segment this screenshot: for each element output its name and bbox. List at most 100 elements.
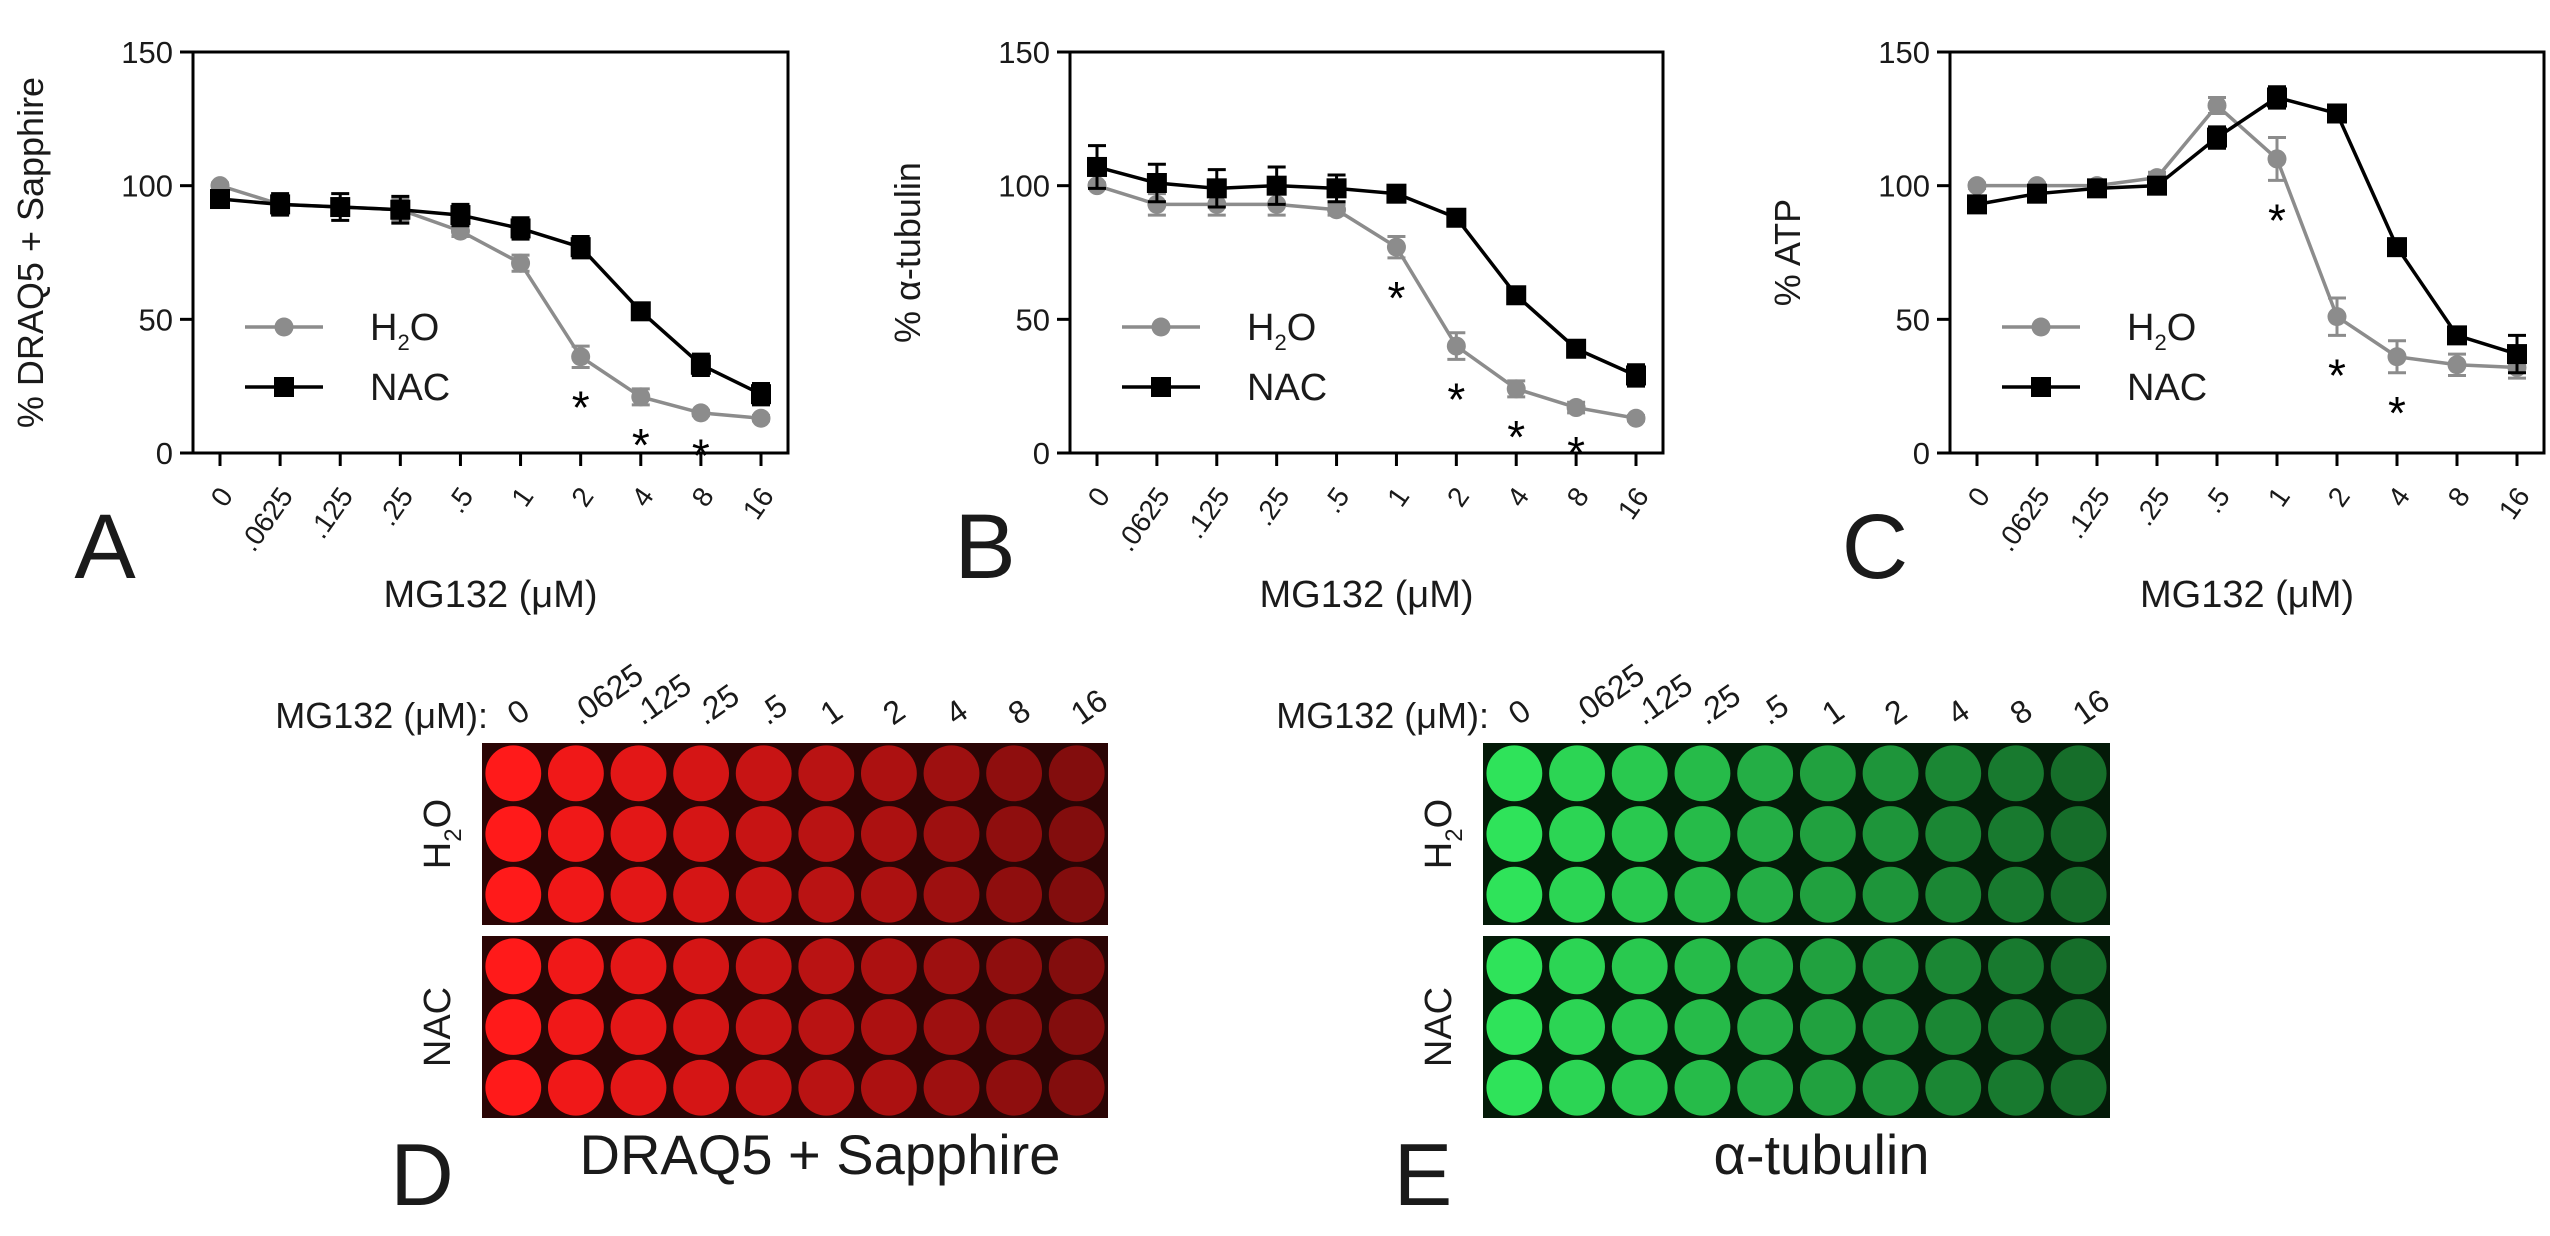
plate-well [1486, 999, 1543, 1055]
data-point [1266, 175, 1287, 196]
x-tick-label: 1 [2262, 482, 2296, 513]
legend: H2O NAC [2002, 307, 2207, 409]
plate-row-label: H2O [1418, 799, 1468, 869]
data-point [1386, 237, 1406, 257]
plate-col-label: 2 [1878, 692, 1913, 732]
plate-well [798, 745, 855, 802]
x-tick-label: .125 [1179, 482, 1236, 544]
significance-marker: * [2268, 194, 2286, 246]
plate-well [1925, 938, 1982, 995]
data-point [1386, 183, 1407, 204]
data-point [2387, 237, 2407, 258]
data-point [691, 403, 711, 423]
x-tick-label: 8 [1561, 482, 1595, 513]
data-point [631, 387, 651, 407]
significance-marker: * [1507, 411, 1525, 463]
data-point [690, 354, 711, 375]
plate-col-label: .5 [1753, 687, 1796, 732]
plate-well [1048, 1059, 1105, 1116]
x-tick-label: 0 [205, 482, 239, 513]
data-point [1146, 172, 1167, 193]
plot-frame [1948, 50, 2546, 455]
plate-well [1674, 866, 1731, 923]
panel-letter: B [954, 496, 1015, 598]
plate-well [485, 1059, 542, 1116]
y-tick-label: 150 [121, 35, 173, 70]
plate-well [610, 806, 667, 862]
data-point [751, 408, 771, 428]
plate-well [2050, 1059, 2107, 1116]
y-tick-label: 150 [998, 35, 1050, 70]
plate-well [673, 1059, 730, 1116]
plate-well [485, 999, 542, 1055]
plate-well [798, 1059, 855, 1116]
data-point [1626, 365, 1646, 386]
plate-well [986, 999, 1043, 1055]
y-tick-label: 50 [1016, 302, 1050, 337]
plate-col-label: 2 [876, 692, 911, 732]
data-point [510, 218, 531, 239]
x-tick-label: 2 [1441, 482, 1475, 513]
plate-well [485, 938, 542, 995]
plate-well [485, 745, 542, 802]
data-point [1566, 398, 1586, 418]
significance-marker: * [632, 419, 650, 471]
data-point [1446, 336, 1466, 356]
significance-marker: * [2328, 349, 2346, 401]
data-point [1967, 176, 1987, 196]
plate-well [673, 745, 730, 802]
plate-well [2050, 745, 2107, 802]
plate-well [1611, 806, 1668, 862]
plate-well [735, 866, 792, 923]
x-tick-label: 8 [685, 482, 719, 513]
data-point [2447, 355, 2467, 375]
plate-well [860, 938, 917, 995]
plate-well [735, 1059, 792, 1116]
plate-well [610, 999, 667, 1055]
plate-well [1611, 999, 1668, 1055]
data-point [2027, 183, 2047, 204]
plate-well [1549, 745, 1605, 802]
data-point [2267, 149, 2287, 169]
plate-well [1674, 938, 1731, 995]
plate-well [1549, 938, 1605, 995]
plate-well [1799, 866, 1856, 923]
x-tick-label: .25 [1248, 482, 1296, 532]
plate-col-label: .5 [751, 687, 794, 732]
data-point [570, 237, 591, 258]
x-tick-label: .0625 [1110, 482, 1176, 557]
plate-block-nac: NAC [1418, 936, 2110, 1118]
data-point [210, 189, 230, 210]
x-tick-label: .5 [441, 482, 480, 519]
data-point [330, 197, 351, 218]
legend-label: H2O [1247, 307, 1316, 355]
plate-well [1925, 1059, 1982, 1116]
data-point [390, 199, 411, 220]
plate-well [986, 745, 1043, 802]
series-line [1977, 102, 2518, 370]
y-axis-label: % α-tubulin [887, 162, 928, 343]
plate-col-label: 1 [1815, 692, 1850, 732]
plate-well [1549, 866, 1605, 923]
plate-well [1048, 745, 1105, 802]
panel-letter: D [390, 1125, 454, 1224]
data-point [571, 347, 591, 367]
plate-well [798, 999, 855, 1055]
plate-well [1737, 866, 1794, 923]
plate-col-label: 8 [2003, 692, 2038, 732]
significance-marker: * [572, 381, 590, 433]
plate-well [923, 866, 980, 923]
legend-marker [2031, 377, 2051, 397]
x-tick-label: 4 [1501, 482, 1535, 513]
data-point [1087, 156, 1107, 177]
series-line [219, 197, 762, 396]
plate-well [735, 999, 792, 1055]
series-nac [1087, 144, 1646, 388]
plate-col-label: 0 [1502, 692, 1537, 732]
y-tick-label: 150 [1878, 35, 1930, 70]
plate-well [923, 938, 980, 995]
plate-well [1925, 866, 1982, 923]
plate-well [1737, 806, 1794, 862]
